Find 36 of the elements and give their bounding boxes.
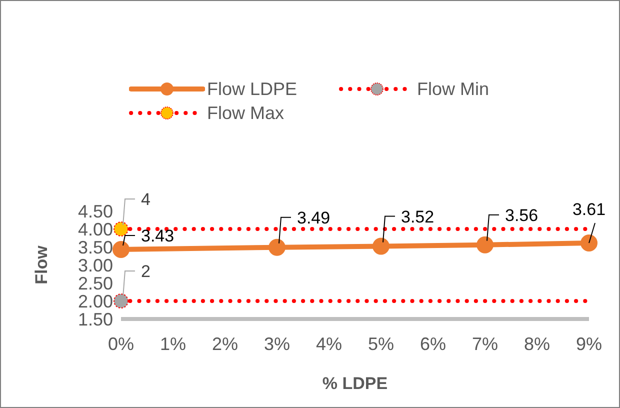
y-tick-label: 3.50: [78, 237, 113, 258]
x-tick-label: 1%: [160, 334, 186, 354]
x-tick-label: 9%: [576, 334, 602, 354]
data-label: 4: [141, 190, 150, 209]
legend-label: Flow Min: [417, 78, 490, 100]
point: [114, 222, 128, 236]
y-tick-label: 2.00: [78, 291, 113, 312]
data-label: 2: [141, 262, 150, 281]
data-label: 3.56: [505, 206, 538, 225]
y-axis-title: Flow: [32, 244, 52, 284]
point: [372, 238, 390, 255]
data-label: 3.49: [297, 208, 330, 228]
x-tick-label: 6%: [420, 334, 446, 354]
y-tick-label: 4.00: [78, 219, 113, 240]
x-tick-label: 2%: [212, 334, 238, 354]
data-label: 3.43: [141, 226, 174, 246]
point: [112, 241, 130, 258]
x-tick-label: 0%: [108, 334, 134, 354]
point: [580, 234, 598, 252]
x-tick-label: 3%: [264, 334, 290, 354]
x-tick-label: 7%: [472, 334, 498, 354]
point: [476, 236, 494, 254]
y-tick-label: 3.00: [78, 255, 113, 276]
point: [114, 294, 128, 308]
x-tick-label: 8%: [524, 334, 550, 354]
data-label: 3.61: [572, 200, 606, 220]
data-label: 3.52: [401, 207, 434, 226]
legend-label: Flow Max: [207, 102, 284, 124]
y-tick-label: 4.50: [78, 201, 113, 222]
x-tick-label: 5%: [368, 334, 394, 354]
x-axis-title: % LDPE: [322, 374, 388, 393]
point: [268, 238, 286, 256]
legend-label: Flow LDPE: [207, 78, 298, 100]
y-tick-label: 2.50: [78, 273, 113, 294]
x-tick-label: 4%: [316, 334, 342, 354]
y-tick-label: 1.50: [78, 309, 113, 330]
